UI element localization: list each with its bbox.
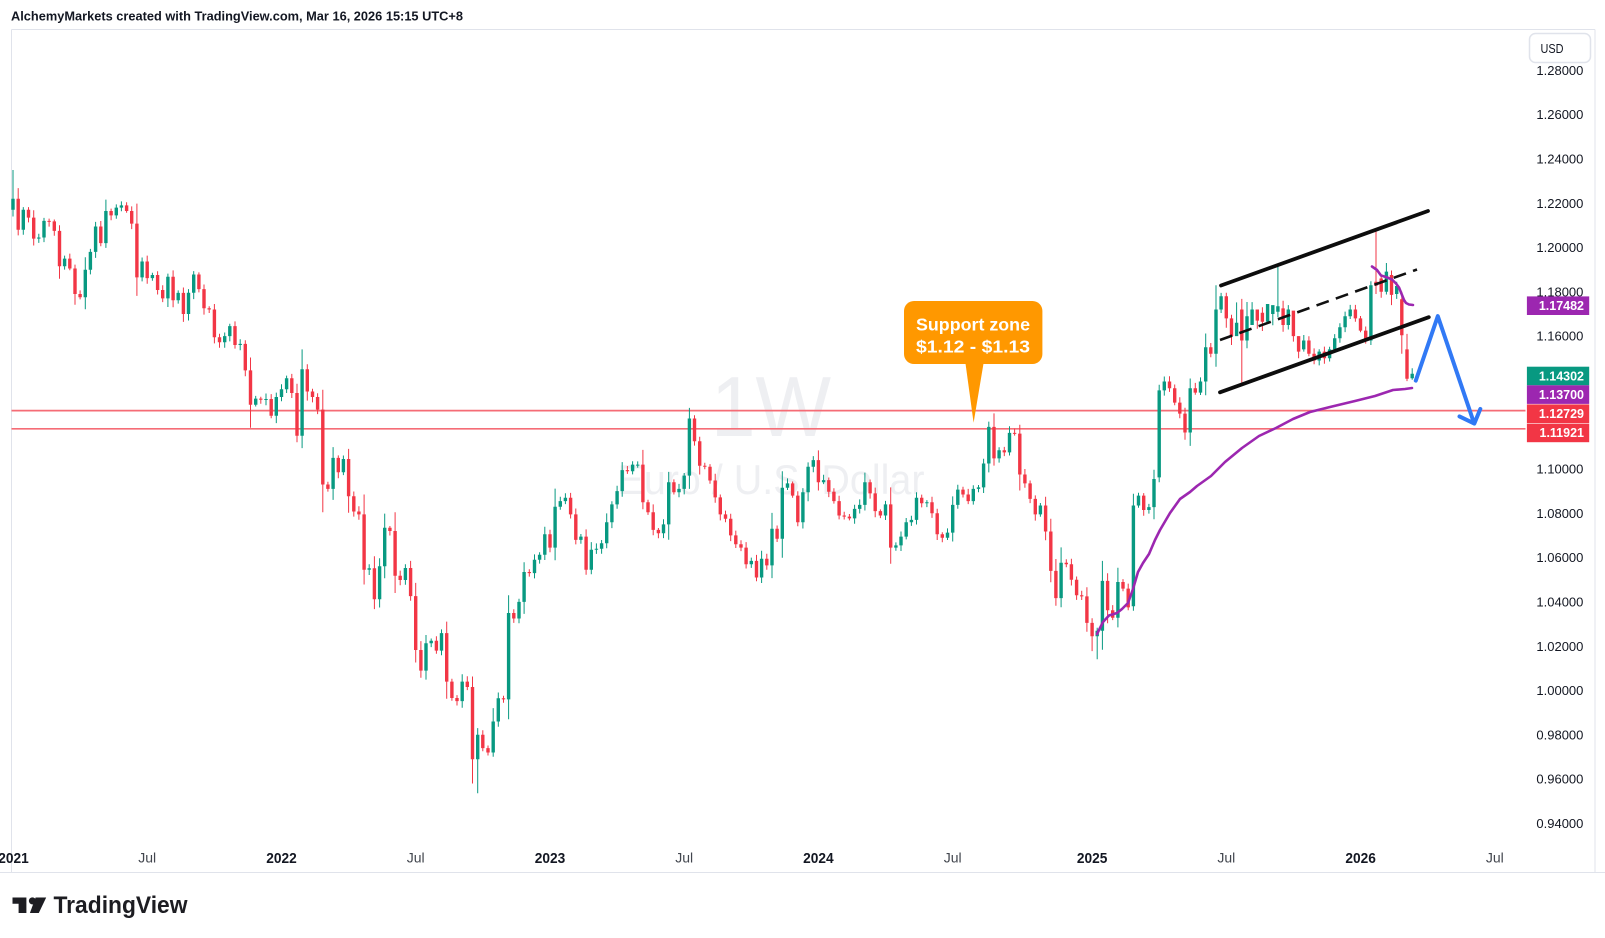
svg-text:Jul: Jul (944, 850, 962, 866)
svg-text:1.24000: 1.24000 (1536, 152, 1583, 167)
svg-text:Jul: Jul (407, 850, 425, 866)
svg-text:2022: 2022 (266, 850, 297, 867)
svg-text:1.10000: 1.10000 (1536, 462, 1583, 477)
svg-text:1.12729: 1.12729 (1539, 407, 1584, 421)
svg-text:2024: 2024 (803, 850, 834, 867)
svg-text:Euro / U.S. Dollar: Euro / U.S. Dollar (618, 456, 925, 503)
svg-text:1.04000: 1.04000 (1536, 595, 1583, 610)
svg-text:2025: 2025 (1077, 850, 1108, 867)
svg-text:Jul: Jul (1217, 850, 1235, 866)
svg-text:2026: 2026 (1345, 850, 1376, 867)
svg-text:1.22000: 1.22000 (1536, 196, 1583, 211)
svg-text:1.00000: 1.00000 (1536, 683, 1583, 698)
svg-text:1.11921: 1.11921 (1540, 426, 1585, 440)
svg-text:$1.12 - $1.13: $1.12 - $1.13 (916, 337, 1030, 357)
svg-text:0.94000: 0.94000 (1536, 816, 1583, 831)
svg-text:2021: 2021 (0, 850, 29, 867)
svg-text:1.06000: 1.06000 (1536, 550, 1583, 565)
svg-text:1.28000: 1.28000 (1536, 63, 1583, 78)
svg-text:Jul: Jul (1486, 850, 1504, 866)
svg-text:0.98000: 0.98000 (1536, 727, 1583, 742)
svg-text:1.16000: 1.16000 (1536, 329, 1583, 344)
svg-text:Jul: Jul (138, 850, 156, 866)
svg-text:1.14302: 1.14302 (1539, 369, 1584, 383)
svg-text:USD: USD (1541, 41, 1564, 56)
svg-text:0.96000: 0.96000 (1536, 772, 1583, 787)
svg-text:1.18000: 1.18000 (1536, 284, 1583, 299)
svg-text:1.17482: 1.17482 (1539, 299, 1584, 313)
svg-text:AlchemyMarkets created with Tr: AlchemyMarkets created with TradingView.… (11, 9, 463, 24)
svg-text:1.20000: 1.20000 (1536, 240, 1583, 255)
svg-text:1W: 1W (711, 360, 831, 455)
svg-text:1.02000: 1.02000 (1536, 639, 1583, 654)
svg-text:TradingView: TradingView (54, 892, 189, 919)
svg-text:1.26000: 1.26000 (1536, 107, 1583, 122)
svg-text:Jul: Jul (675, 850, 693, 866)
svg-text:1.08000: 1.08000 (1536, 506, 1583, 521)
svg-text:Support zone: Support zone (916, 315, 1030, 335)
svg-text:2023: 2023 (535, 850, 566, 867)
svg-text:1.13700: 1.13700 (1539, 388, 1584, 402)
